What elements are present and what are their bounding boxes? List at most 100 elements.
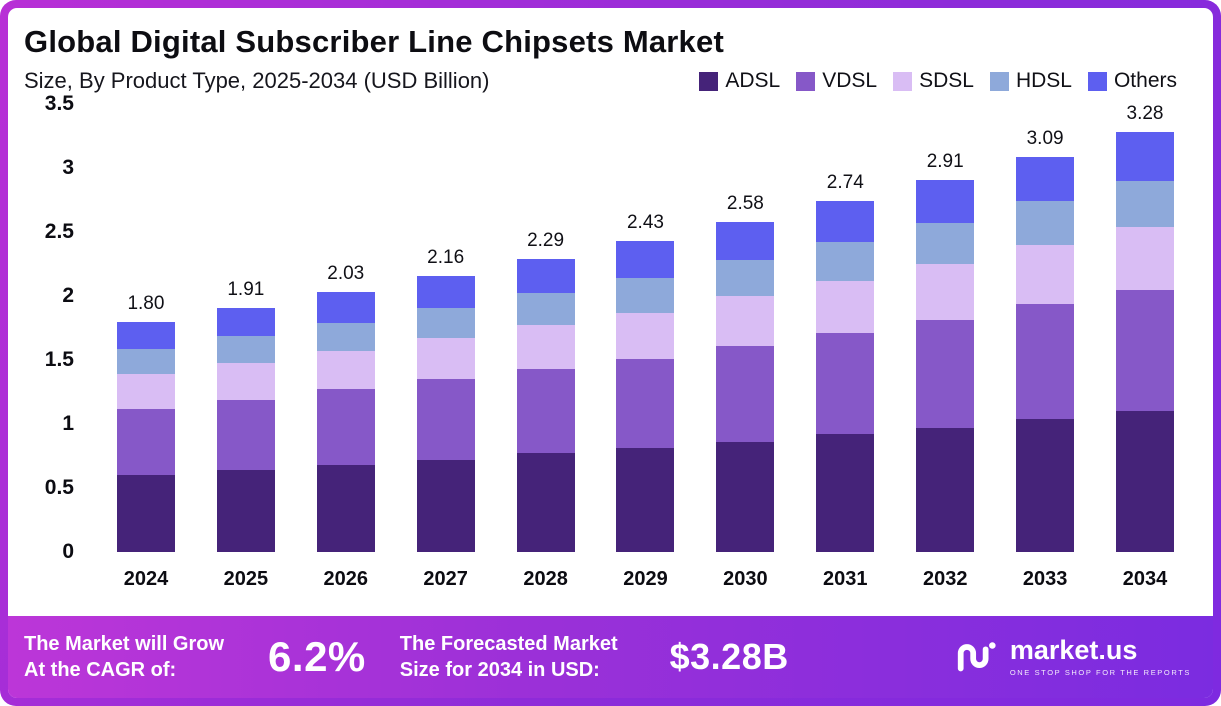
bar-2033: 3.09 (995, 104, 1095, 552)
x-axis: 2024 2025 2026 2027 2028 2029 2030 2031 2032 2033… (96, 568, 1195, 599)
plot-area: 1.80 1.91 2.03 2.16 2.29 2.43 2.58 2.74 2.91 3.09… (96, 103, 1195, 552)
y-tick-label: 3.5 (44, 92, 74, 115)
bar-segment-others (316, 292, 375, 323)
bar-segment-hdsl (416, 307, 475, 339)
bar-2031: 2.74 (795, 104, 895, 552)
bar-total-label: 2.03 (327, 263, 365, 285)
bar-segment-sdsl (1016, 244, 1075, 304)
bar-total-label: 1.80 (127, 292, 165, 314)
bar-segment-others (216, 307, 275, 336)
bar-segment-vdsl (916, 320, 975, 428)
legend-swatch-hdsl (989, 71, 1009, 91)
bar-segment-sdsl (216, 362, 275, 400)
x-tick-label: 2030 (723, 568, 768, 590)
legend-label: Others (1113, 69, 1177, 92)
chart-card: Global Digital Subscriber Line Chipsets … (8, 8, 1213, 698)
forecast-value: $3.28B (669, 636, 789, 677)
legend-item-vdsl: VDSL (796, 69, 877, 93)
bar-total-label: 2.29 (527, 229, 565, 251)
bar-segment-others (116, 321, 175, 349)
legend-swatch-vdsl (796, 71, 816, 91)
bar-segment-vdsl (1116, 289, 1175, 412)
bar-segment-vdsl (216, 399, 275, 471)
x-tick-label: 2025 (223, 568, 269, 590)
bar-segment-vdsl (716, 345, 775, 442)
x-tick-label: 2031 (823, 568, 868, 590)
brand-text: market.us ONE STOP SHOP FOR THE REPORTS (1010, 637, 1191, 678)
bar-segment-vdsl (516, 368, 575, 454)
bar-2032: 2.91 (895, 104, 995, 552)
bar-segment-hdsl (216, 335, 275, 363)
market-us-logo: market.us ONE STOP SHOP FOR THE REPORTS (954, 634, 1191, 680)
bar-segment-sdsl (116, 374, 175, 409)
chart-subtitle: Size, By Product Type, 2025-2034 (USD Bi… (24, 68, 490, 93)
logo-mark-icon (957, 642, 996, 672)
bar-total-label: 2.16 (427, 246, 465, 268)
bar-total-label: 3.28 (1126, 103, 1164, 125)
x-tick-label: 2028 (523, 568, 568, 590)
bar-2027: 2.16 (396, 104, 496, 552)
y-tick-label: 1 (62, 412, 74, 435)
bar-2026: 2.03 (296, 104, 396, 552)
bar-segment-hdsl (916, 223, 975, 265)
bar-segment-sdsl (416, 338, 475, 380)
cagr-label: The Market will Grow At the CAGR of: (24, 631, 224, 683)
legend: ADSL VDSL SDSL HDSL Others (699, 69, 1195, 93)
bar-segment-adsl (416, 459, 475, 552)
bar-segment-adsl (116, 475, 175, 552)
cagr-label-line1: The Market will Grow (24, 633, 225, 655)
x-tick-label: 2026 (323, 568, 369, 590)
bar-segment-sdsl (716, 296, 775, 346)
bar-segment-hdsl (1016, 201, 1075, 245)
bar-segment-vdsl (1016, 303, 1075, 419)
y-tick-label: 0 (62, 540, 74, 563)
bar-segment-adsl (1016, 418, 1075, 552)
bar-segment-vdsl (316, 389, 375, 465)
x-tick-label: 2032 (922, 568, 968, 590)
bar-segment-vdsl (116, 408, 175, 476)
legend-item-adsl: ADSL (699, 69, 780, 93)
page-title: Global Digital Subscriber Line Chipsets … (24, 24, 724, 59)
bar-2028: 2.29 (496, 104, 596, 552)
bar-segment-sdsl (816, 280, 875, 334)
bar-segment-sdsl (1116, 226, 1175, 290)
bar-segment-others (616, 241, 675, 279)
bar-segment-others (416, 275, 475, 308)
y-tick-label: 1.5 (44, 348, 74, 371)
footer-banner: The Market will Grow At the CAGR of: 6.2… (8, 616, 1213, 698)
bar-segment-adsl (1116, 411, 1175, 552)
bar-total-label: 1.91 (227, 278, 265, 300)
bar-segment-hdsl (716, 260, 775, 297)
bar-segment-hdsl (1116, 180, 1175, 227)
bar-2034: 3.28 (1095, 103, 1195, 552)
bar-segment-adsl (816, 434, 875, 552)
bar-total-label: 3.09 (1026, 127, 1064, 149)
bar-segment-adsl (716, 441, 775, 552)
bar-segment-others (716, 221, 775, 261)
bar-2029: 2.43 (596, 104, 696, 552)
bar-segment-hdsl (516, 293, 575, 326)
bar-segment-others (816, 201, 875, 243)
x-tick-label: 2034 (1122, 568, 1168, 590)
bar-segment-vdsl (616, 358, 675, 449)
bar-segment-adsl (916, 427, 975, 552)
cagr-value: 6.2% (268, 633, 366, 680)
bar-segment-others (916, 179, 975, 224)
bar-segment-hdsl (316, 322, 375, 352)
legend-item-others: Others (1087, 69, 1177, 93)
bar-total-label: 2.58 (726, 192, 764, 214)
bar-segment-adsl (616, 448, 675, 552)
bar-segment-adsl (316, 464, 375, 552)
y-tick-label: 3 (62, 156, 74, 179)
bar-segment-others (1116, 132, 1175, 181)
bar-segment-hdsl (616, 278, 675, 313)
bar-2025: 1.91 (196, 104, 296, 552)
bar-total-label: 2.91 (926, 150, 964, 172)
x-tick-label: 2027 (423, 568, 468, 590)
bar-segment-others (516, 258, 575, 294)
x-tick-label: 2024 (123, 568, 169, 590)
y-tick-label: 0.5 (44, 476, 74, 499)
header: Global Digital Subscriber Line Chipsets … (8, 8, 1213, 94)
forecast-label: The Forecasted Market Size for 2034 in U… (400, 631, 618, 683)
